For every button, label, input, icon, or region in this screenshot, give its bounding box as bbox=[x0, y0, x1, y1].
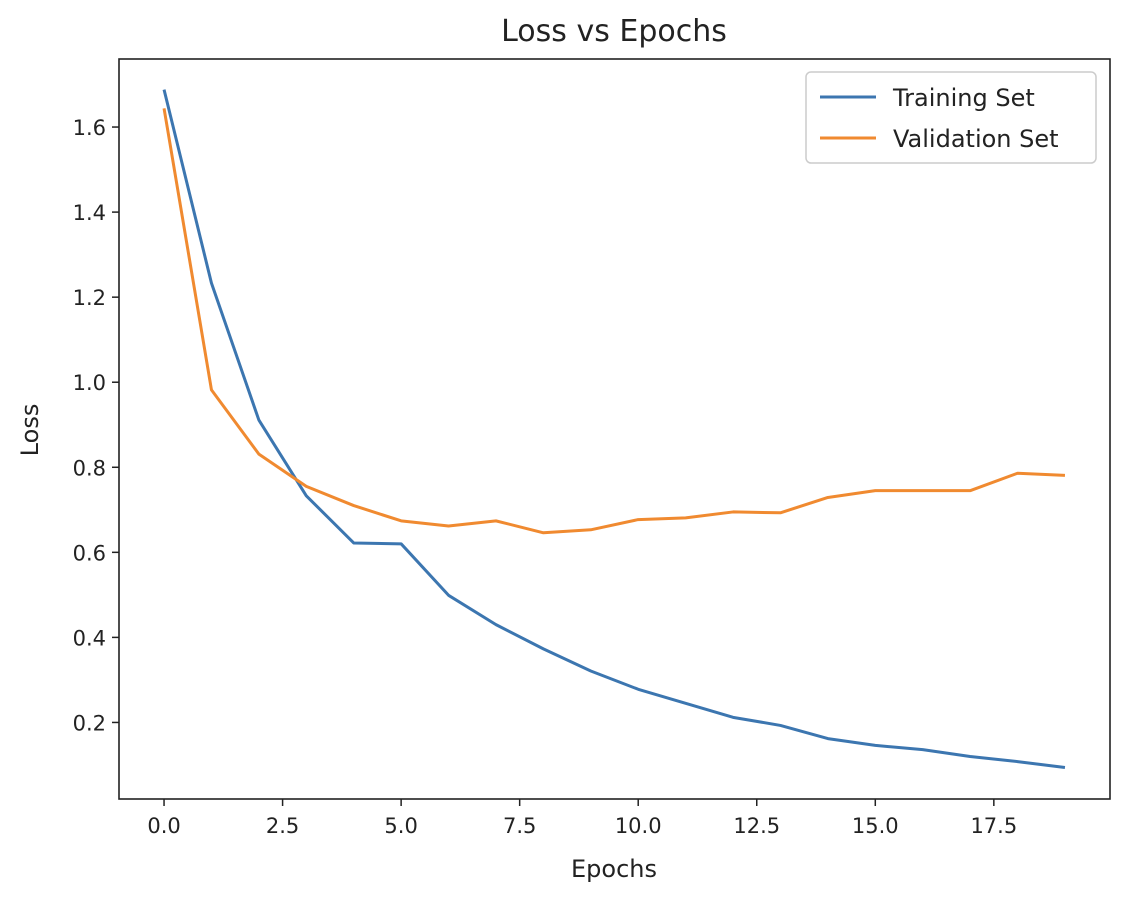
x-tick-label: 7.5 bbox=[503, 814, 536, 838]
series-lines bbox=[162, 89, 1066, 770]
y-tick-label: 0.2 bbox=[73, 711, 106, 735]
y-tick-label: 0.4 bbox=[73, 626, 106, 650]
series-line-training bbox=[162, 89, 1066, 770]
legend-box bbox=[805, 71, 1097, 164]
y-axis-label: Loss bbox=[16, 404, 44, 457]
x-tick-label: 5.0 bbox=[384, 814, 417, 838]
y-tick-label: 1.4 bbox=[73, 201, 106, 225]
y-tick-label: 1.0 bbox=[73, 371, 106, 395]
y-axis: 0.2 0.4 0.6 0.8 1.0 1.2 1.4 1.6 bbox=[73, 116, 119, 735]
y-tick-label: 0.6 bbox=[73, 541, 106, 565]
x-tick-label: 12.5 bbox=[733, 814, 780, 838]
x-tick-label: 0.0 bbox=[147, 814, 180, 838]
x-axis-label: Epochs bbox=[571, 855, 657, 883]
x-tick-label: 2.5 bbox=[266, 814, 299, 838]
x-tick-label: 17.5 bbox=[970, 814, 1017, 838]
plot-frame bbox=[118, 58, 1111, 800]
x-tick-label: 10.0 bbox=[615, 814, 662, 838]
y-tick-label: 1.6 bbox=[73, 116, 106, 140]
y-tick-label: 1.2 bbox=[73, 286, 106, 310]
x-axis: 0.0 2.5 5.0 7.5 10.0 12.5 15.0 17.5 bbox=[147, 799, 1017, 838]
legend: Training Set Validation Set bbox=[805, 71, 1097, 164]
legend-label-training: Training Set bbox=[892, 84, 1035, 112]
x-tick-label: 15.0 bbox=[852, 814, 899, 838]
chart-title: Loss vs Epochs bbox=[501, 14, 727, 49]
legend-label-validation: Validation Set bbox=[893, 125, 1059, 153]
y-tick-label: 0.8 bbox=[73, 456, 106, 480]
series-line-validation bbox=[162, 108, 1066, 535]
